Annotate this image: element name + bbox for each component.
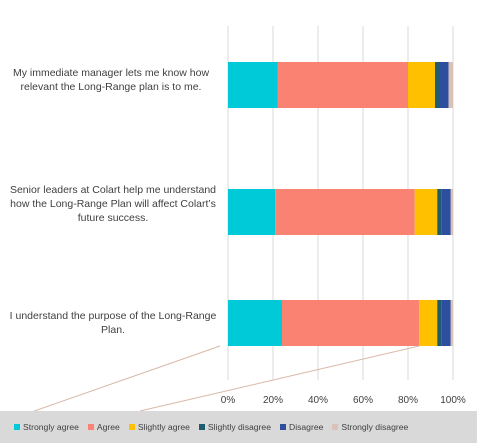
bar-segment <box>437 189 442 235</box>
category-label: I understand the purpose of the Long-Ran… <box>9 310 217 336</box>
category-label: My immediate manager lets me know how re… <box>12 67 210 93</box>
legend-label: Disagree <box>288 422 324 432</box>
legend-item: Slightly agree <box>128 422 190 432</box>
bar-segment <box>275 189 415 235</box>
bar-segment <box>439 62 449 108</box>
bar-segment <box>228 189 276 235</box>
bar-segment <box>450 189 453 235</box>
bar-segment <box>441 189 451 235</box>
x-tick-label: 0% <box>221 395 236 406</box>
x-tick-label: 20% <box>263 395 283 406</box>
legend-swatch <box>87 424 94 430</box>
legend-swatch <box>14 424 20 430</box>
bar-segment <box>419 300 438 346</box>
bar-segment <box>437 300 442 346</box>
x-tick-label: 40% <box>308 395 328 406</box>
bar-segment <box>277 62 408 108</box>
legend-swatch <box>279 424 286 430</box>
legend-background <box>0 411 477 443</box>
legend-item: Strongly disagree <box>332 422 408 432</box>
legend-label: Strongly agree <box>23 422 79 432</box>
legend-swatch <box>128 424 135 430</box>
legend: Strongly agree Agree Slightly agree Slightl… <box>0 411 477 443</box>
bar-segment <box>228 62 278 108</box>
legend-item: Slightly disagree <box>198 422 271 432</box>
bar-segment <box>448 62 453 108</box>
legend-item: Disagree <box>279 422 324 432</box>
bars <box>228 62 453 346</box>
legend-swatch <box>198 424 205 430</box>
bar-segment <box>450 300 453 346</box>
bar-segment <box>441 300 451 346</box>
legend-label: Strongly disagree <box>341 422 409 432</box>
category-label: Senior leaders at Colart help me underst… <box>9 184 217 224</box>
bar-segment <box>435 62 440 108</box>
callout-line <box>139 345 420 412</box>
bar-segment <box>228 300 282 346</box>
x-tick-label: 60% <box>353 395 373 406</box>
legend-label: Agree <box>96 422 120 432</box>
legend-swatch <box>332 424 339 430</box>
legend-item: Strongly agree <box>14 422 79 432</box>
legend-label: Slightly agree <box>137 422 190 432</box>
bar-segment <box>408 62 435 108</box>
bar-segment <box>282 300 420 346</box>
legend-item: Agree <box>87 422 120 432</box>
x-tick-label: 80% <box>398 395 418 406</box>
legend-items: Strongly agree Agree Slightly agree Slightl… <box>14 411 417 443</box>
bar-segment <box>414 189 438 235</box>
legend-label: Slightly disagree <box>207 422 271 432</box>
x-tick-label: 100% <box>440 395 466 406</box>
callout-line <box>0 345 221 424</box>
x-axis-ticks: 0% 20% 40% 60% 80% 100% <box>221 395 466 406</box>
